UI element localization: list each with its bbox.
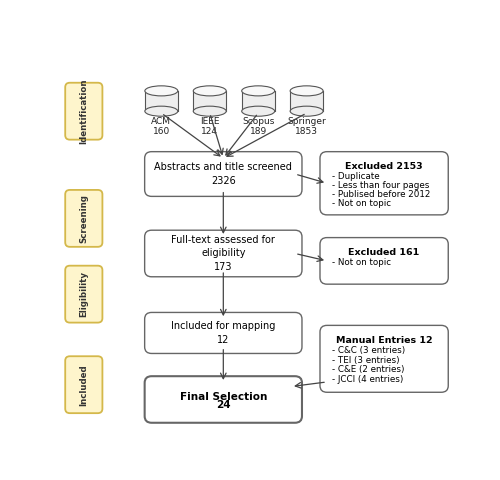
- Text: - Not on topic: - Not on topic: [332, 258, 390, 267]
- FancyBboxPatch shape: [65, 266, 102, 323]
- Ellipse shape: [194, 106, 226, 116]
- Ellipse shape: [242, 86, 274, 96]
- FancyBboxPatch shape: [65, 83, 102, 140]
- Text: - C&E (2 entries): - C&E (2 entries): [332, 365, 404, 374]
- Ellipse shape: [290, 106, 323, 116]
- Text: - Less than four pages: - Less than four pages: [332, 181, 429, 190]
- Text: 24: 24: [216, 400, 230, 410]
- FancyBboxPatch shape: [144, 230, 302, 277]
- Text: Included: Included: [80, 364, 88, 406]
- Bar: [145, 91, 178, 111]
- Text: Springer
1853: Springer 1853: [287, 117, 326, 136]
- Text: IEEE
124: IEEE 124: [200, 117, 220, 136]
- FancyBboxPatch shape: [144, 312, 302, 353]
- FancyBboxPatch shape: [144, 376, 302, 423]
- Bar: [194, 91, 226, 111]
- Text: - Duplicate: - Duplicate: [332, 172, 379, 181]
- Text: Abstracts and title screened
2326: Abstracts and title screened 2326: [154, 162, 292, 186]
- Text: Final Selection: Final Selection: [180, 392, 267, 402]
- Text: - JCCI (4 entries): - JCCI (4 entries): [332, 375, 403, 384]
- Text: Included for mapping
12: Included for mapping 12: [171, 321, 276, 345]
- Text: - C&C (3 entries): - C&C (3 entries): [332, 346, 405, 355]
- Text: Identification: Identification: [80, 78, 88, 144]
- Text: Manual Entries 12: Manual Entries 12: [336, 336, 432, 345]
- Text: Eligibility: Eligibility: [80, 271, 88, 317]
- FancyBboxPatch shape: [144, 152, 302, 196]
- FancyBboxPatch shape: [65, 190, 102, 247]
- Bar: [290, 91, 323, 111]
- Text: ACM
160: ACM 160: [152, 117, 172, 136]
- Text: Excluded 2153: Excluded 2153: [346, 162, 423, 171]
- Text: - TEI (3 entries): - TEI (3 entries): [332, 356, 399, 365]
- Text: Full-text assessed for
eligibility
173: Full-text assessed for eligibility 173: [172, 235, 275, 272]
- Ellipse shape: [242, 106, 274, 116]
- FancyBboxPatch shape: [320, 238, 448, 284]
- Ellipse shape: [290, 86, 323, 96]
- Ellipse shape: [145, 86, 178, 96]
- Bar: [242, 91, 274, 111]
- FancyBboxPatch shape: [320, 152, 448, 215]
- FancyBboxPatch shape: [320, 325, 448, 392]
- Text: Excluded 161: Excluded 161: [348, 248, 420, 257]
- Text: Screening: Screening: [80, 194, 88, 243]
- Ellipse shape: [145, 106, 178, 116]
- Text: Scopus
189: Scopus 189: [242, 117, 274, 136]
- Text: - Publised before 2012: - Publised before 2012: [332, 190, 430, 199]
- FancyBboxPatch shape: [65, 356, 102, 413]
- Text: - Not on topic: - Not on topic: [332, 199, 390, 208]
- Ellipse shape: [194, 86, 226, 96]
